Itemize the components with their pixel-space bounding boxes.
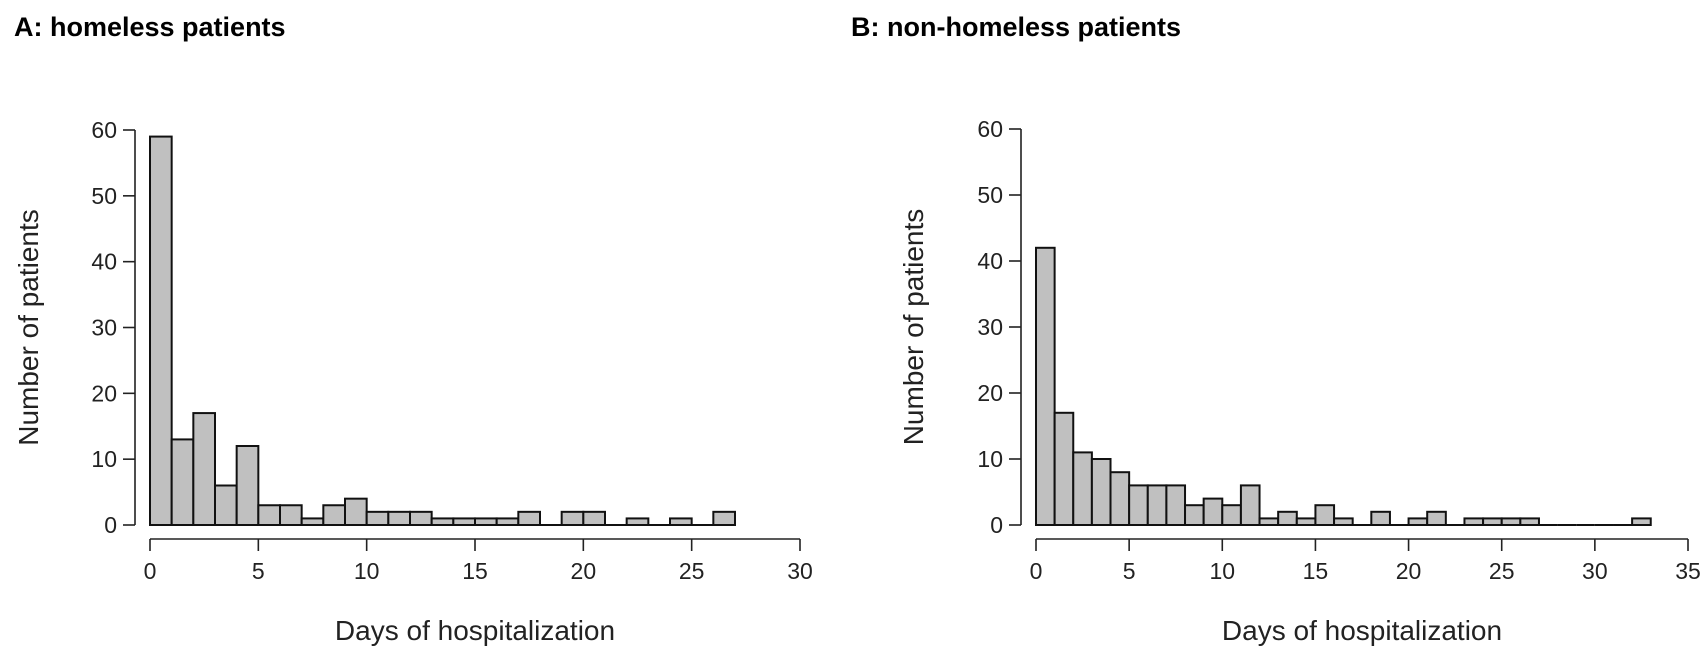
y-tick-label: 50	[977, 182, 1003, 208]
histogram-bar	[1631, 517, 1652, 527]
histogram-bar	[1426, 510, 1447, 526]
histogram-bar	[474, 517, 498, 527]
x-tick-label: 0	[1030, 558, 1043, 584]
x-tick-label: 20	[1396, 558, 1422, 584]
x-axis-label: Days of hospitalization	[335, 615, 615, 646]
histogram-bar	[1165, 484, 1187, 526]
histogram-bar	[235, 445, 260, 526]
histogram-bar	[430, 517, 455, 527]
y-tick-label: 20	[977, 380, 1003, 406]
histogram-bar	[1109, 471, 1131, 527]
histogram-bar	[1463, 517, 1485, 527]
chart-panel-a: 0 5 10 15 20 25 30 0 10 20 30 40 50 60 Days of hospita…	[13, 117, 813, 646]
y-axis-label: Number of patients	[898, 209, 929, 446]
histogram-bar	[1035, 246, 1056, 527]
y-tick-label: 0	[990, 512, 1003, 538]
histogram-bar	[1221, 504, 1242, 527]
histogram-bar	[1053, 411, 1075, 526]
x-tick-label: 0	[144, 558, 157, 584]
histogram-bar	[582, 510, 606, 527]
y-tick-label: 0	[104, 512, 117, 538]
y-tick-label: 30	[977, 314, 1003, 340]
y-tick-label: 10	[91, 446, 117, 472]
histogram-bar	[517, 510, 541, 527]
x-tick-label: 30	[1582, 558, 1608, 584]
histogram-bar	[1519, 517, 1540, 527]
histogram-bar	[170, 438, 195, 526]
histogram-bar	[344, 497, 368, 526]
histogram-bar	[1333, 517, 1354, 527]
x-tick-label: 5	[1123, 558, 1136, 584]
x-tick-label: 35	[1675, 558, 1701, 584]
histogram-bar	[1314, 504, 1336, 527]
chart-title-b: B: non-homeless patients	[851, 12, 1182, 42]
histogram-bar	[1295, 517, 1317, 527]
histogram-bar	[1500, 517, 1522, 527]
histogram-bar	[300, 517, 325, 527]
y-tick-label: 60	[977, 116, 1003, 142]
x-tick-label: 25	[1489, 558, 1515, 584]
histogram-bar	[257, 504, 282, 526]
histogram-bar	[1146, 484, 1168, 526]
chart-title-a: A: homeless patients	[14, 12, 286, 42]
histogram-bar	[387, 510, 412, 527]
histogram-bar	[279, 504, 303, 526]
histogram-bar	[1202, 497, 1224, 527]
x-tick-label: 10	[1209, 558, 1235, 584]
x-tick-label: 5	[252, 558, 265, 584]
y-tick-label: 20	[91, 380, 117, 406]
histogram-bar	[149, 135, 173, 526]
y-tick-label: 50	[91, 183, 117, 209]
x-tick-label: 15	[1303, 558, 1329, 584]
x-tick-label: 10	[354, 558, 380, 584]
x-tick-label: 25	[679, 558, 705, 584]
y-axis-label: Number of patients	[13, 209, 44, 446]
histogram-bar	[452, 517, 477, 527]
histogram-bar	[1128, 484, 1149, 526]
histogram-bar	[1090, 458, 1112, 526]
histogram-bar	[1072, 451, 1093, 526]
histogram-bar	[409, 510, 433, 527]
histogram-bar	[214, 484, 238, 526]
histogram-bar	[1277, 510, 1298, 526]
histogram-bar	[365, 510, 390, 527]
chart-panel-b: 0 5 10 15 20 25 30 35 0 10 20 30 40 50 60 Days of hospi…	[898, 116, 1701, 646]
histogram-bar	[625, 517, 650, 527]
histogram-bar	[1184, 504, 1205, 527]
histogram-bar	[192, 412, 216, 527]
y-tick-label: 10	[977, 446, 1003, 472]
x-tick-label: 15	[462, 558, 488, 584]
y-tick-label: 30	[91, 315, 117, 341]
histogram-bar	[1407, 517, 1429, 527]
histogram-bar	[669, 517, 693, 527]
y-tick-label: 40	[91, 249, 117, 275]
histogram-bar	[1482, 517, 1503, 527]
histogram-bar	[495, 517, 520, 527]
histogram-bar	[322, 504, 347, 526]
x-axis-label: Days of hospitalization	[1222, 615, 1502, 646]
histogram-bar	[712, 510, 736, 527]
histogram-bar	[1370, 510, 1391, 526]
x-tick-label: 30	[787, 558, 813, 584]
y-tick-label: 40	[977, 248, 1003, 274]
histogram-bar	[560, 510, 585, 527]
y-tick-label: 60	[91, 117, 117, 143]
histogram-bar	[1258, 517, 1280, 527]
x-tick-label: 20	[571, 558, 597, 584]
histogram-bar	[1239, 484, 1261, 526]
